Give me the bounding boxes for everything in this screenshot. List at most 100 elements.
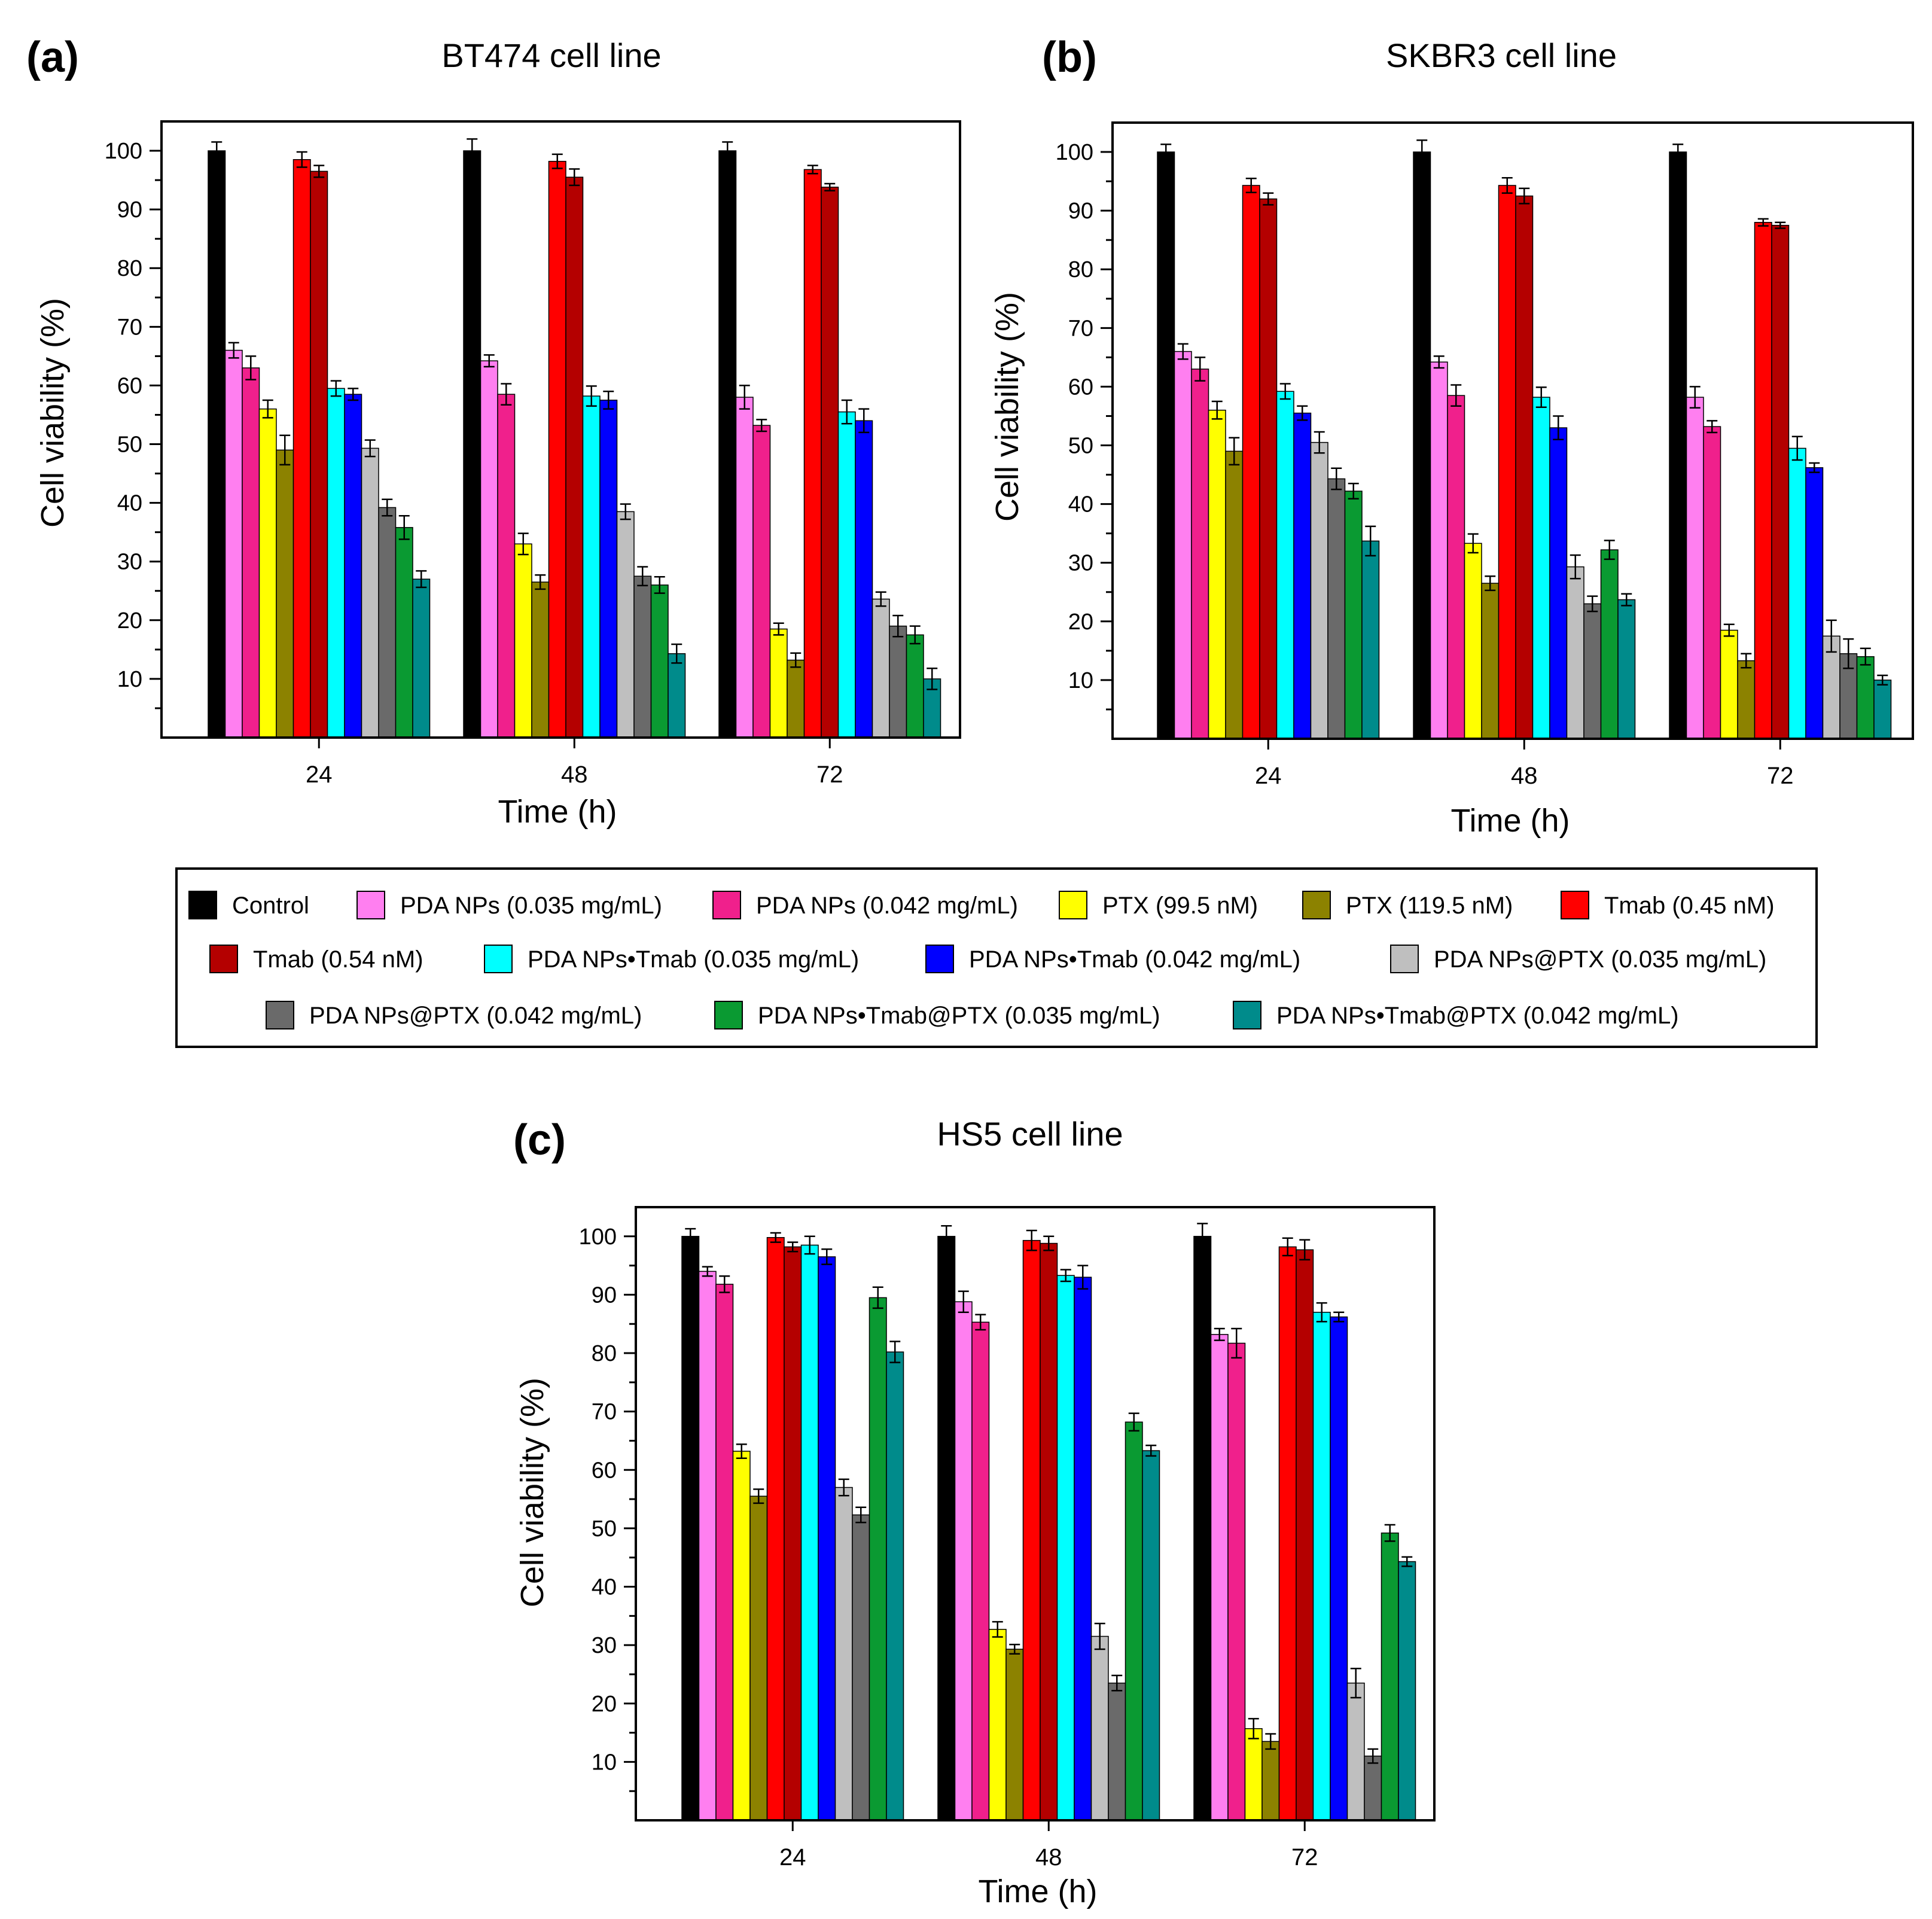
bar (1312, 1311, 1331, 1821)
legend-label: PDA NPs (0.035 mg/mL) (400, 893, 662, 919)
bar (1771, 224, 1790, 739)
bar (1481, 583, 1500, 739)
x-category-group: 24 48 72 (1255, 739, 1794, 789)
y-tick-label: 50 (117, 432, 142, 458)
y-axis-title: Cell viability (%) (514, 1378, 550, 1607)
legend-label: PDA NPs@PTX (0.042 mg/mL) (309, 1003, 642, 1029)
chart-title: HS5 cell line (937, 1115, 1123, 1153)
y-tick-label: 50 (592, 1516, 617, 1542)
bar (1208, 409, 1226, 739)
bar (361, 447, 379, 738)
bar (1737, 660, 1756, 739)
bar (1600, 549, 1619, 739)
bar (803, 169, 822, 738)
bar (1174, 351, 1192, 739)
x-category-group: 24 48 72 (306, 738, 843, 788)
legend-swatch (266, 1001, 294, 1029)
legend-swatch (925, 945, 954, 973)
legend-swatch (1059, 891, 1087, 919)
bar (582, 395, 601, 738)
x-axis-title: Time (h) (498, 794, 617, 830)
y-tick-label: 50 (1068, 434, 1093, 459)
bar (1566, 566, 1584, 739)
x-axis-title: Time (h) (1451, 803, 1570, 839)
y-tick-group: 10 20 30 40 50 60 70 80 90 100 (105, 139, 161, 709)
y-tick-group: 10 20 30 40 50 60 70 80 90 100 (1056, 140, 1113, 711)
bar (1191, 368, 1209, 739)
bar (1583, 603, 1602, 739)
plot-frame (160, 120, 961, 739)
legend-swatch (712, 891, 741, 919)
y-tick-label: 10 (1068, 668, 1093, 693)
bar (1278, 1246, 1297, 1821)
y-tick-label: 80 (592, 1341, 617, 1366)
y-tick-label: 60 (592, 1458, 617, 1483)
bar (1090, 1635, 1109, 1821)
bar (784, 1246, 802, 1821)
bar (1108, 1682, 1126, 1821)
bar (1720, 629, 1738, 739)
bar (1856, 656, 1875, 739)
y-tick-label: 40 (1068, 492, 1093, 517)
bar (480, 360, 498, 738)
x-tick-label: 72 (816, 761, 843, 788)
bar (1788, 447, 1806, 739)
bar (1327, 478, 1346, 739)
bar (1310, 441, 1328, 739)
legend-swatch (714, 1001, 743, 1029)
y-tick-label: 90 (1068, 199, 1093, 224)
bar-group (1157, 139, 1892, 739)
bar (548, 160, 566, 738)
bar (735, 397, 754, 738)
y-tick-label: 100 (579, 1224, 617, 1250)
legend-swatch (188, 891, 217, 919)
bar (633, 575, 652, 738)
bar (1549, 427, 1568, 739)
legend-label: PTX (99.5 nM) (1102, 893, 1258, 919)
y-tick-label: 20 (117, 608, 142, 633)
bar (698, 1271, 717, 1821)
legend-label: Tmab (0.45 nM) (1604, 893, 1775, 919)
legend-label: PDA NPs (0.042 mg/mL) (756, 893, 1018, 919)
bar (1193, 1236, 1212, 1821)
y-tick-label: 30 (1068, 551, 1093, 576)
bar (1074, 1277, 1092, 1821)
bar (1242, 185, 1260, 739)
bar (497, 394, 516, 738)
bar (855, 420, 873, 738)
bar (1430, 361, 1448, 739)
y-axis-title: Cell viability (%) (989, 292, 1025, 522)
y-tick-label: 90 (592, 1283, 617, 1308)
x-tick-label: 72 (1767, 763, 1794, 789)
bar (668, 653, 686, 738)
bar (1873, 680, 1892, 739)
bar (1244, 1728, 1263, 1821)
bar (258, 408, 277, 738)
bar (1464, 543, 1482, 739)
bar (906, 634, 924, 738)
panel-letter: (b) (1042, 33, 1097, 81)
y-tick-label: 30 (117, 550, 142, 575)
y-tick-label: 20 (1068, 610, 1093, 635)
panel-b: (b) SKBR3 cell line 10203040506070809010… (989, 33, 1914, 839)
legend-swatch (1302, 891, 1331, 919)
bar (681, 1236, 700, 1821)
bar (1261, 1741, 1280, 1821)
x-tick-label: 48 (1035, 1844, 1062, 1871)
legend-label: PDA NPs•Tmab@PTX (0.042 mg/mL) (1276, 1003, 1679, 1029)
bar (715, 1284, 734, 1821)
x-tick-label: 24 (779, 1844, 806, 1871)
y-tick-label: 80 (117, 256, 142, 281)
panel-a: (a) BT474 cell line 10203040506070809010… (26, 33, 961, 830)
bar (276, 449, 294, 738)
bar (852, 1514, 870, 1821)
y-axis-title: Cell viability (%) (35, 298, 71, 528)
panel-letter: (c) (513, 1116, 566, 1164)
bar (889, 625, 907, 738)
y-tick-label: 70 (117, 315, 142, 340)
bar (1498, 185, 1516, 739)
bar (1669, 151, 1687, 739)
bar (1344, 491, 1363, 739)
bar (1210, 1334, 1229, 1821)
bar (1056, 1275, 1075, 1821)
